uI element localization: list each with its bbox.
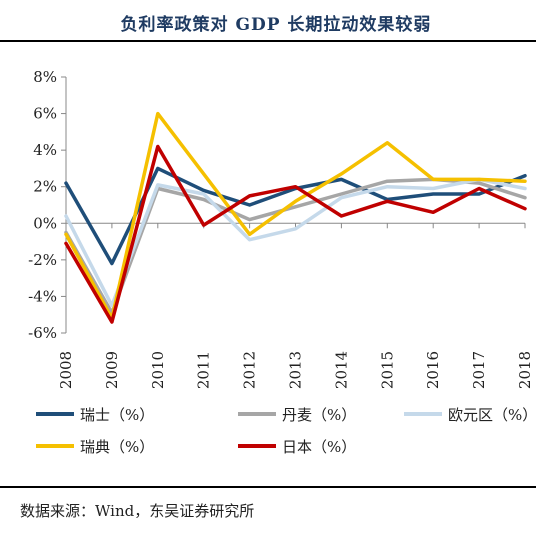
series-line-3 [64,111,527,321]
chart-legend: 瑞士（%） 丹麦（%） 欧元区（%） 瑞典（%） 日本（%） [36,406,537,456]
x-tick-label: 2014 [332,351,350,389]
y-tick-label: 2% [33,178,57,196]
legend-label: 瑞士（%） [80,406,154,424]
y-tick-label: 6% [33,105,57,123]
y-tick-label: -4% [28,287,57,305]
x-tick-label: 2018 [516,351,534,389]
x-tick-label: 2009 [103,351,121,389]
x-tick-label: 2017 [470,351,488,389]
chart-series [64,111,527,324]
legend-label: 丹麦（%） [282,406,356,424]
y-tick-label: -2% [28,251,57,269]
x-tick-label: 2008 [57,351,75,389]
y-tick-label: 4% [33,141,57,159]
x-tick-label: 2015 [378,351,396,389]
legend-label: 欧元区（%） [448,406,537,424]
x-tick-label: 2010 [149,351,167,389]
chart-title: 负利率政策对 GDP 长期拉动效果较弱 [120,15,432,35]
top-rule [0,40,536,42]
line-chart: -6% -4% -2% 0% 2% 4% 6% 8% 2008 2009 2010 2011 2012 2… [28,68,537,456]
chart-axes: -6% -4% -2% 0% 2% 4% 6% 8% 2008 2009 2010 2011 2012 2… [28,68,534,389]
legend-label: 瑞典（%） [80,438,154,456]
series-line-2 [64,177,527,308]
y-tick-label: 0% [33,214,57,232]
x-tick-label: 2013 [287,351,305,389]
x-tick-label: 2012 [241,351,259,389]
y-tick-label: -6% [28,324,57,342]
x-tick-label: 2011 [195,351,213,389]
x-tick-label: 2016 [424,351,442,389]
series-line-4 [64,144,527,324]
bottom-rule [0,486,536,488]
legend-label: 日本（%） [282,438,356,456]
source-note: 数据来源：Wind，东吴证券研究所 [20,502,255,520]
y-tick-label: 8% [33,68,57,86]
